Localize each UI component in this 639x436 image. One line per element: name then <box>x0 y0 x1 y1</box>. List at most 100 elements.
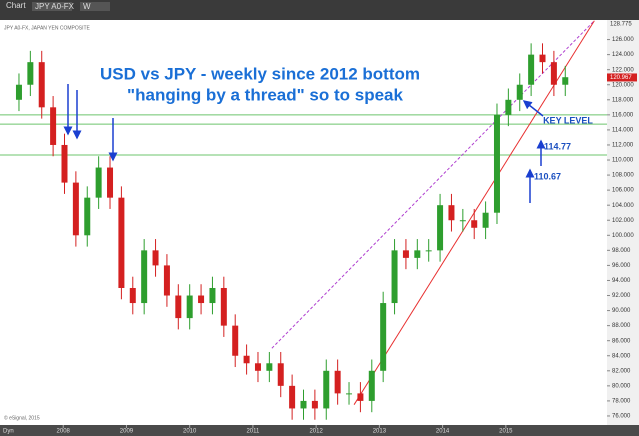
candle-body <box>505 99 512 115</box>
candle-body <box>27 62 34 85</box>
last-price-box <box>607 73 637 82</box>
y-tick-label: 112.000 <box>612 143 634 149</box>
candle-body <box>277 363 284 386</box>
y-tick-label: 86.000 <box>612 338 631 344</box>
candle-body <box>528 54 535 85</box>
candle-body <box>72 182 79 236</box>
y-tick-label: 108.000 <box>612 173 634 179</box>
y-tick-label: 124.000 <box>612 52 634 58</box>
x-axis-area <box>0 425 639 436</box>
candle-body <box>163 265 170 296</box>
candle-body <box>50 107 57 145</box>
y-tick-label: 118.000 <box>612 97 634 103</box>
y-tick-label: 92.000 <box>612 293 631 299</box>
last-price-label: 120.967 <box>610 75 632 81</box>
candle-body <box>175 295 182 319</box>
candle-body <box>334 370 341 394</box>
annotation: 114.77 <box>544 141 571 151</box>
candle-body <box>95 167 102 198</box>
x-tick-label: 2012 <box>309 429 323 435</box>
y-tick-label: 98.000 <box>612 248 631 254</box>
y-tick-label: 116.000 <box>612 112 634 118</box>
symbol-box[interactable] <box>32 2 72 11</box>
y-tick-label: 94.000 <box>612 278 631 284</box>
y-tick-label: 122.000 <box>612 67 634 73</box>
x-tick-label: 2009 <box>120 429 134 435</box>
axis-high-label: 128.775 <box>610 22 632 28</box>
candle-body <box>61 144 68 183</box>
candle-body <box>129 287 136 304</box>
candle-body <box>471 220 478 228</box>
candle-body <box>118 197 125 288</box>
y-tick-label: 100.000 <box>612 233 634 239</box>
annotation: 110.67 <box>534 171 561 181</box>
arrows <box>63 84 546 203</box>
x-tick-label: 2008 <box>57 429 71 435</box>
candle-body <box>141 250 148 304</box>
y-tick-label: 84.000 <box>612 353 631 359</box>
candle-body <box>482 212 489 228</box>
title-line-2: "hanging by a thread" so to speak <box>127 85 403 104</box>
y-tick-label: 102.000 <box>612 218 634 224</box>
candle-body <box>425 250 432 252</box>
candle-body <box>152 250 159 266</box>
candle-body <box>198 295 205 304</box>
candle-body <box>186 295 193 319</box>
y-tick-label: 78.000 <box>612 398 631 404</box>
y-tick-label: 82.000 <box>612 368 631 374</box>
x-tick-label: 2013 <box>373 429 387 435</box>
candle-body <box>15 84 22 100</box>
y-tick-label: 126.000 <box>612 37 634 43</box>
plot-area <box>0 20 607 425</box>
candle-body <box>493 114 500 213</box>
candle-body <box>300 400 307 409</box>
candle-body <box>289 385 296 409</box>
x-tick-label: 2011 <box>246 429 260 435</box>
y-tick-label: 88.000 <box>612 323 631 329</box>
candle-body <box>84 197 91 236</box>
candle-body <box>243 355 250 364</box>
candle-body <box>380 303 387 371</box>
candle-body <box>323 370 330 409</box>
interval[interactable]: W <box>83 2 91 11</box>
y-tick-label: 96.000 <box>612 263 631 269</box>
y-axis-area <box>607 20 639 425</box>
candle-body <box>254 363 261 371</box>
candle-body <box>232 325 239 356</box>
y-tick-label: 80.000 <box>612 383 631 389</box>
candle-body <box>448 205 455 221</box>
candle-body <box>437 205 444 251</box>
candle-body <box>516 84 523 100</box>
symbol[interactable]: JPY A0-FX <box>35 2 75 11</box>
footer: © eSignal, 2015 <box>4 414 40 421</box>
annotation: KEY LEVEL <box>543 115 593 125</box>
candle-body <box>209 287 216 304</box>
chart-subtitle: JPY A0-FX, JAPAN YEN COMPOSITE <box>4 25 91 31</box>
candle-body <box>346 393 353 395</box>
candle-body <box>391 250 398 304</box>
candle-body <box>539 54 546 63</box>
corner-label: Dyn <box>3 429 14 435</box>
y-tick-label: 90.000 <box>612 308 631 314</box>
marks <box>0 20 607 420</box>
candle-body <box>266 363 273 371</box>
y-tick-label: 120.000 <box>612 82 634 88</box>
candle-body <box>402 250 409 258</box>
x-tick-label: 2014 <box>436 429 450 435</box>
y-tick-label: 104.000 <box>612 203 634 209</box>
candle-body <box>459 220 466 222</box>
y-tick-label: 110.000 <box>612 158 634 164</box>
title: USD vs JPY - weekly since 2012 bottom <box>100 64 420 83</box>
y-tick-label: 114.000 <box>612 127 634 133</box>
toolbar <box>0 0 639 20</box>
candle-body <box>107 167 114 198</box>
candle-body <box>311 400 318 409</box>
x-tick-label: 2015 <box>499 429 513 435</box>
y-tick-label: 106.000 <box>612 188 634 194</box>
candle-body <box>368 370 375 401</box>
interval-box[interactable] <box>80 2 110 11</box>
candle-body <box>38 62 45 108</box>
candle-body <box>357 393 364 401</box>
